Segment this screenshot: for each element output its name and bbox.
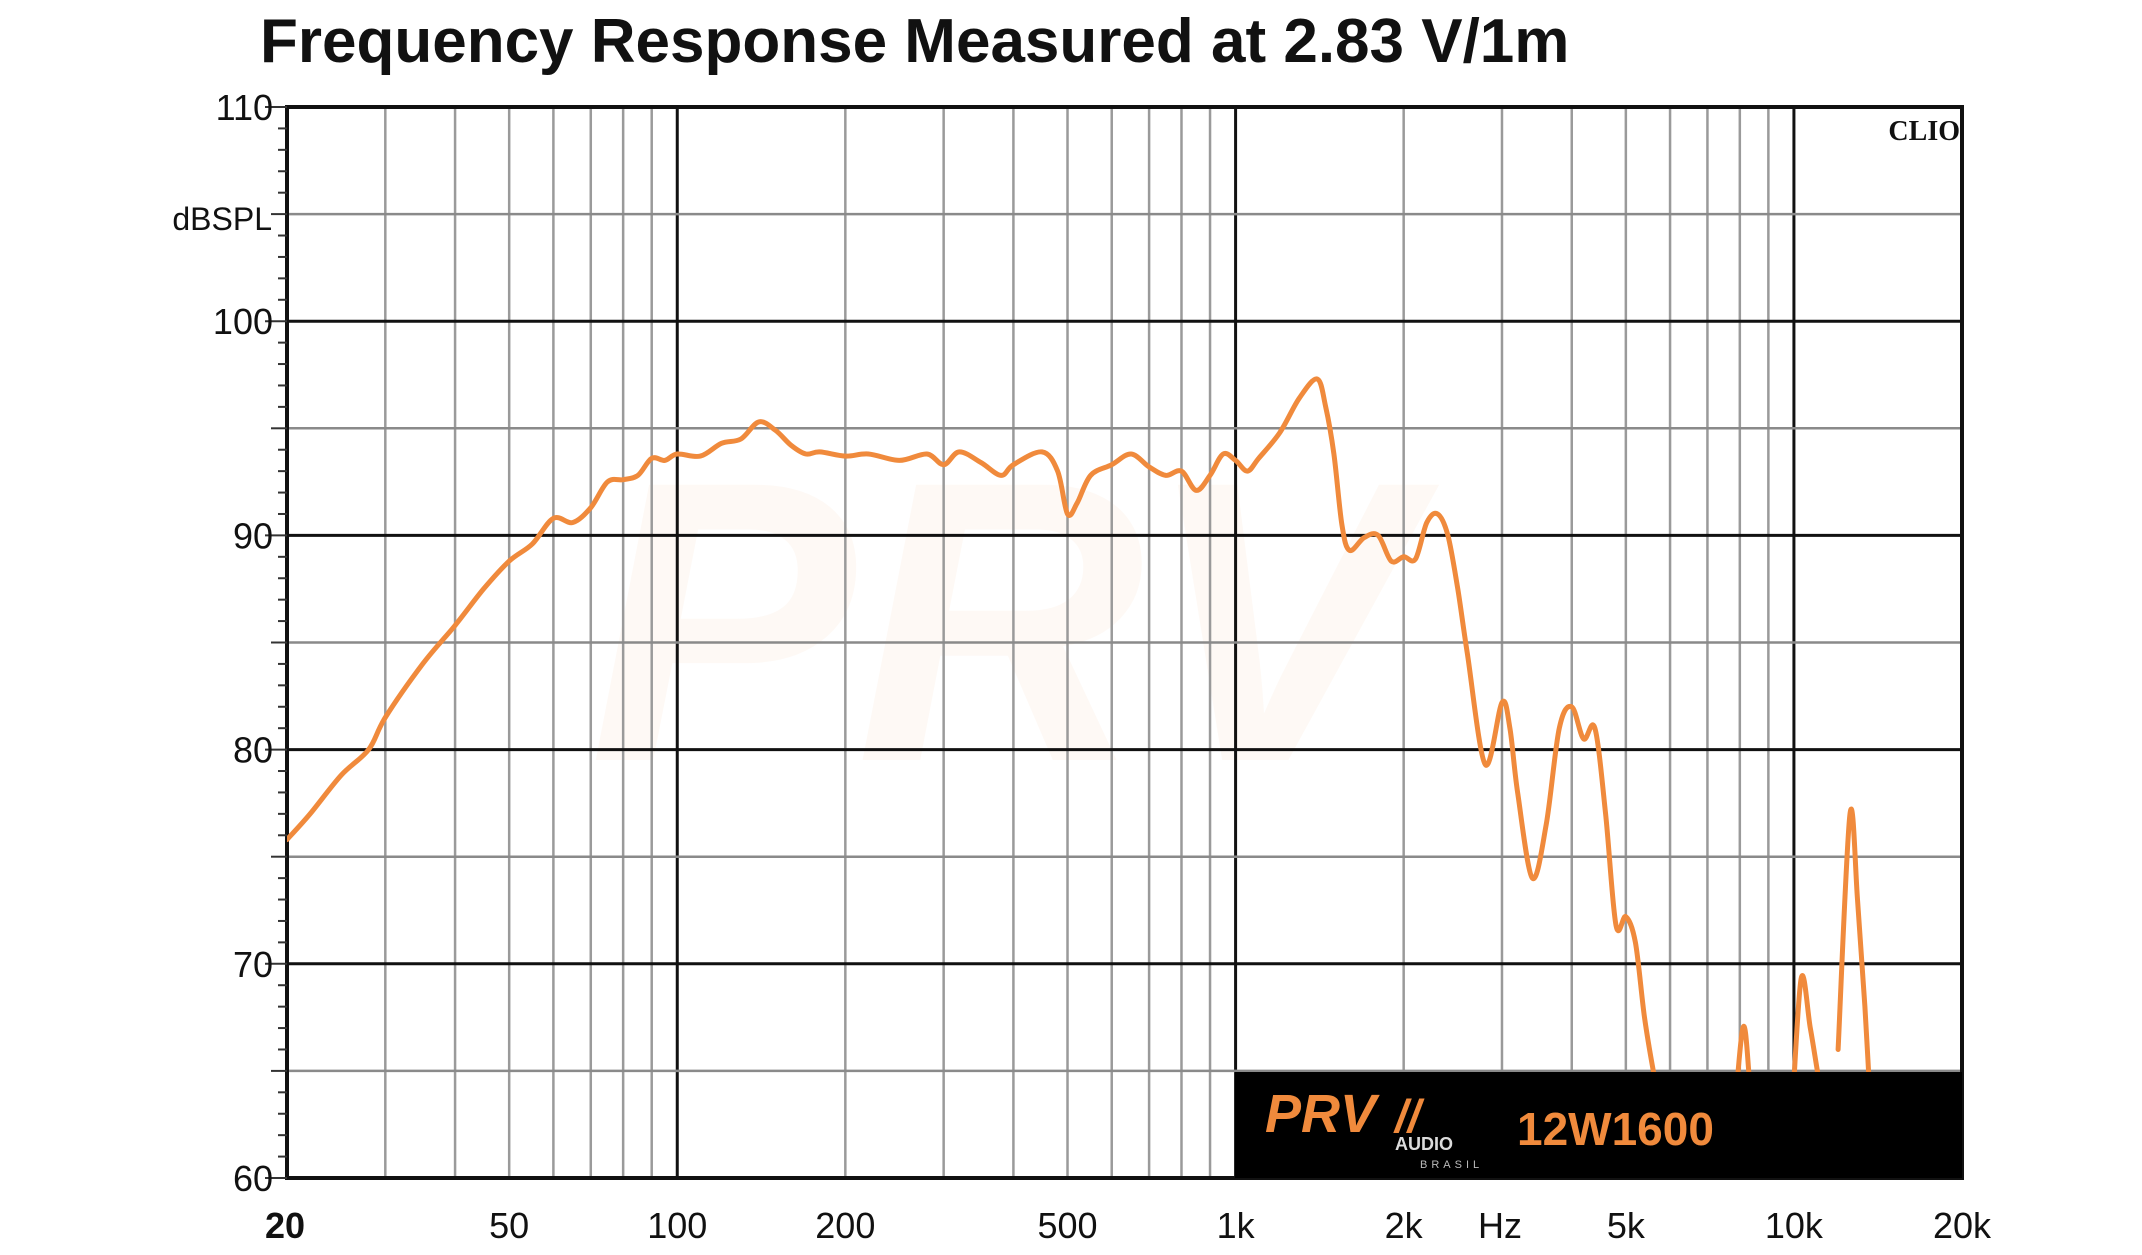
y-tick-label: 100 [213,301,273,342]
y-tick-label: 70 [233,944,273,985]
x-axis-label: Hz [1478,1205,1522,1246]
response-curve-hf-peak [1791,973,1821,1072]
x-tick-label: 2k [1385,1205,1424,1246]
x-tick-label: 100 [647,1205,707,1246]
background-watermark: PRV [589,398,1445,845]
model-name: 12W1600 [1517,1103,1714,1155]
legend-box: PRV // AUDIO BRASIL 12W1600 [1235,1072,1962,1178]
response-curve [287,376,1657,1072]
x-tick-label: 20 [265,1205,305,1246]
response-curve-hf-peak [1735,1023,1752,1072]
x-tick-label: 1k [1217,1205,1256,1246]
x-tick-label: 500 [1037,1205,1097,1246]
x-tick-label: 200 [815,1205,875,1246]
x-tick-label: 20k [1933,1205,1992,1246]
clio-label: CLIO [1888,116,1960,147]
brand-logo: PRV [1265,1084,1380,1144]
legend-background [1235,1072,1962,1178]
x-tick-label: 10k [1765,1205,1824,1246]
response-curve-hf-peak [1835,806,1872,1072]
chart-title: Frequency Response Measured at 2.83 V/1m [260,7,1569,76]
grid-layer [285,105,1964,1180]
y-tick-label: 80 [233,730,273,771]
brand-subtitle: AUDIO [1395,1134,1453,1154]
curve-layer [287,376,1872,1072]
y-tick-label: 60 [233,1158,273,1199]
axis-layer: 60 70 80 90 100 110 20 50 100 200 500 1k 2k 5k 10k 20k [213,87,1992,1246]
y-axis-label: dBSPL [172,201,272,237]
x-tick-label: 50 [489,1205,529,1246]
brand-logo-stripes-icon: // [1393,1090,1425,1142]
y-tick-label: 110 [216,87,273,128]
brand-subtitle-country: BRASIL [1420,1159,1483,1171]
y-tick-label: 90 [233,515,273,556]
x-tick-label: 5k [1607,1205,1646,1246]
